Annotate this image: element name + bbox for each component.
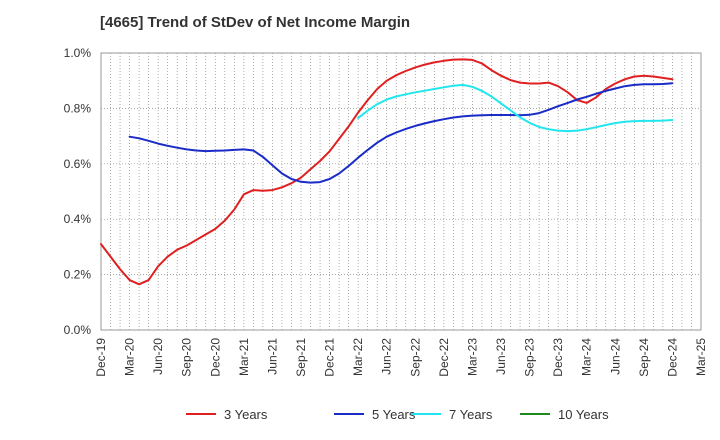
x-tick-label: Dec-23: [551, 338, 565, 377]
x-tick-label: Jun-24: [608, 338, 622, 375]
x-tick-label: Jun-23: [494, 338, 508, 375]
x-tick-label: Sep-21: [294, 338, 308, 377]
x-tick-label: Jun-20: [151, 338, 165, 375]
x-tick-label: Dec-21: [323, 338, 337, 377]
legend: 3 Years 5 Years 7 Years 10 Years: [186, 407, 609, 422]
x-tick-label: Sep-23: [523, 338, 537, 377]
x-tick-label: Dec-22: [437, 338, 451, 377]
x-axis-ticks: Dec-19 Mar-20 Jun-20 Sep-20 Dec-20 Mar-21 Jun-…: [94, 338, 708, 377]
y-tick-label: 0.6%: [64, 157, 92, 171]
y-tick-label: 0.4%: [64, 212, 92, 226]
plot-border: [100, 52, 702, 331]
legend-label: 10 Years: [558, 407, 609, 422]
x-tick-label: Dec-20: [208, 338, 222, 377]
legend-label: 5 Years: [372, 407, 416, 422]
grid-lines: [101, 53, 701, 330]
x-tick-label: Mar-25: [694, 338, 708, 376]
x-tick-label: Sep-24: [637, 338, 651, 377]
x-tick-label: Sep-22: [408, 338, 422, 377]
y-tick-label: 0.0%: [64, 323, 92, 337]
y-tick-label: 1.0%: [64, 46, 92, 60]
x-tick-label: Jun-22: [380, 338, 394, 375]
legend-label: 3 Years: [224, 407, 268, 422]
series-line-5-years: [128, 82, 674, 184]
x-tick-label: Dec-19: [94, 338, 108, 377]
series-line-7-years: [357, 83, 674, 133]
x-tick-label: Mar-22: [351, 338, 365, 376]
x-tick-label: Mar-21: [237, 338, 251, 376]
x-tick-label: Jun-21: [265, 338, 279, 375]
y-tick-label: 0.2%: [64, 268, 92, 282]
x-tick-label: Sep-20: [180, 338, 194, 377]
x-tick-label: Mar-23: [465, 338, 479, 376]
x-tick-label: Mar-24: [580, 338, 594, 376]
y-tick-label: 0.8%: [64, 101, 92, 115]
x-tick-label: Dec-24: [665, 338, 679, 377]
plot-area: [101, 53, 701, 330]
legend-label: 7 Years: [449, 407, 493, 422]
chart-title: [4665] Trend of StDev of Net Income Marg…: [100, 14, 411, 31]
x-tick-label: Mar-20: [123, 338, 137, 376]
y-axis-ticks: 0.0% 0.2% 0.4% 0.6% 0.8% 1.0%: [64, 46, 92, 337]
series-lines: [100, 58, 674, 286]
